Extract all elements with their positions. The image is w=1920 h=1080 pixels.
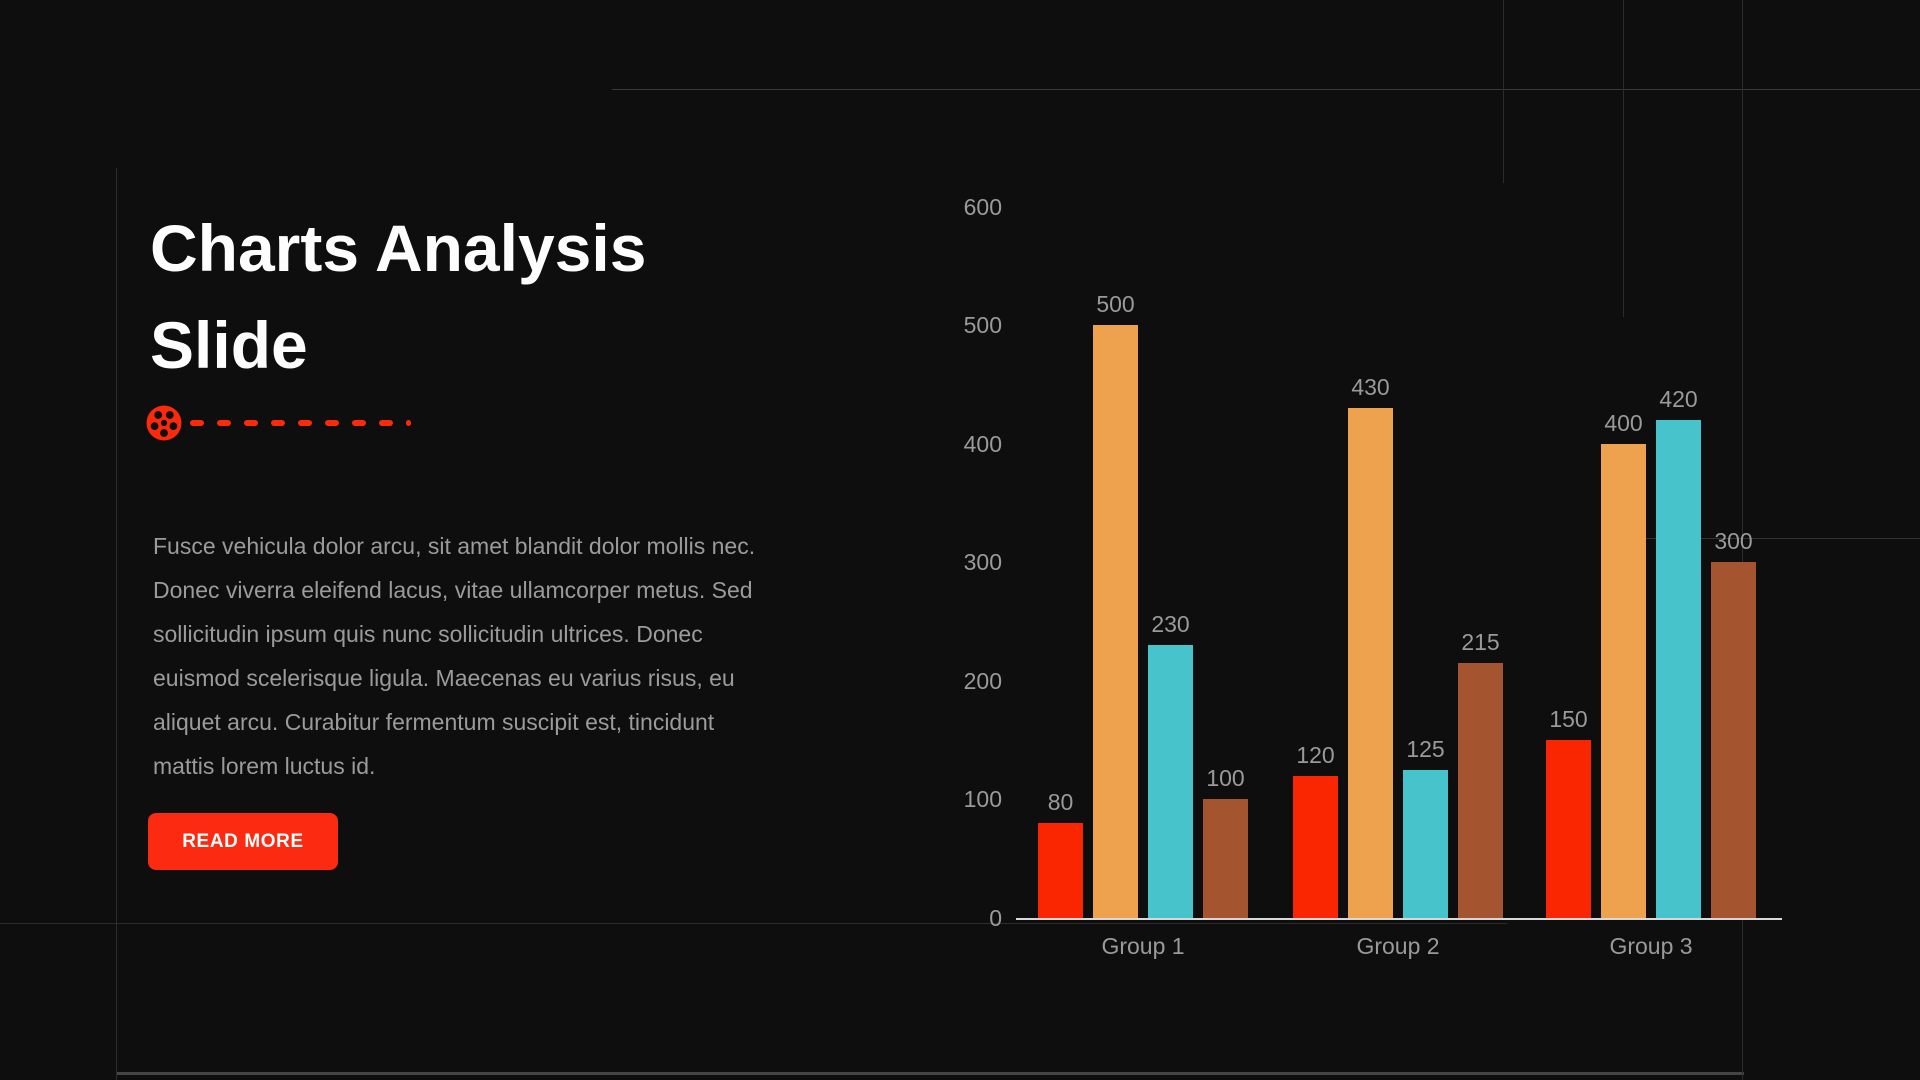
bar-value-label: 300 [1714,528,1753,554]
bar-value-label: 125 [1406,736,1445,762]
bar [1348,408,1393,918]
bar-value-label: 80 [1047,789,1074,815]
y-axis-tick-label: 0 [989,905,1002,931]
bar [1546,740,1591,918]
y-axis-tick-label: 500 [963,312,1002,338]
bar [1656,420,1701,918]
y-axis-tick-label: 300 [963,549,1002,575]
x-axis-category-label: Group 1 [1101,933,1185,959]
y-axis-tick-label: 100 [963,786,1002,812]
bar [1203,799,1248,918]
film-reel-icon [146,405,182,441]
bar [1148,645,1193,918]
bar-value-label: 400 [1604,410,1643,436]
bar [1458,663,1503,918]
bar-value-label: 100 [1206,765,1245,791]
title-divider [145,404,445,442]
bar [1711,562,1756,918]
bar [1601,444,1646,918]
bar-value-label: 150 [1549,706,1588,732]
x-axis-line [1016,918,1782,920]
read-more-button[interactable]: READ MORE [148,813,338,870]
bar [1293,776,1338,918]
bar-value-label: 230 [1151,611,1190,637]
dashed-line [190,420,411,426]
bar [1093,325,1138,918]
y-axis-tick-label: 200 [963,668,1002,694]
bar-value-label: 500 [1096,291,1135,317]
page-title: Charts Analysis Slide [150,211,647,383]
x-axis-category-label: Group 2 [1356,933,1440,959]
bar-value-label: 120 [1296,742,1335,768]
description-text: Fusce vehicula dolor arcu, sit amet blan… [153,533,756,779]
y-axis-tick-label: 400 [963,431,1002,457]
y-axis-tick-label: 600 [963,194,1002,220]
bar [1403,770,1448,918]
bar [1038,823,1083,918]
x-axis-category-label: Group 3 [1609,933,1693,959]
bar-value-label: 430 [1351,374,1390,400]
bar-value-label: 420 [1659,386,1698,412]
bar-value-label: 215 [1461,629,1500,655]
